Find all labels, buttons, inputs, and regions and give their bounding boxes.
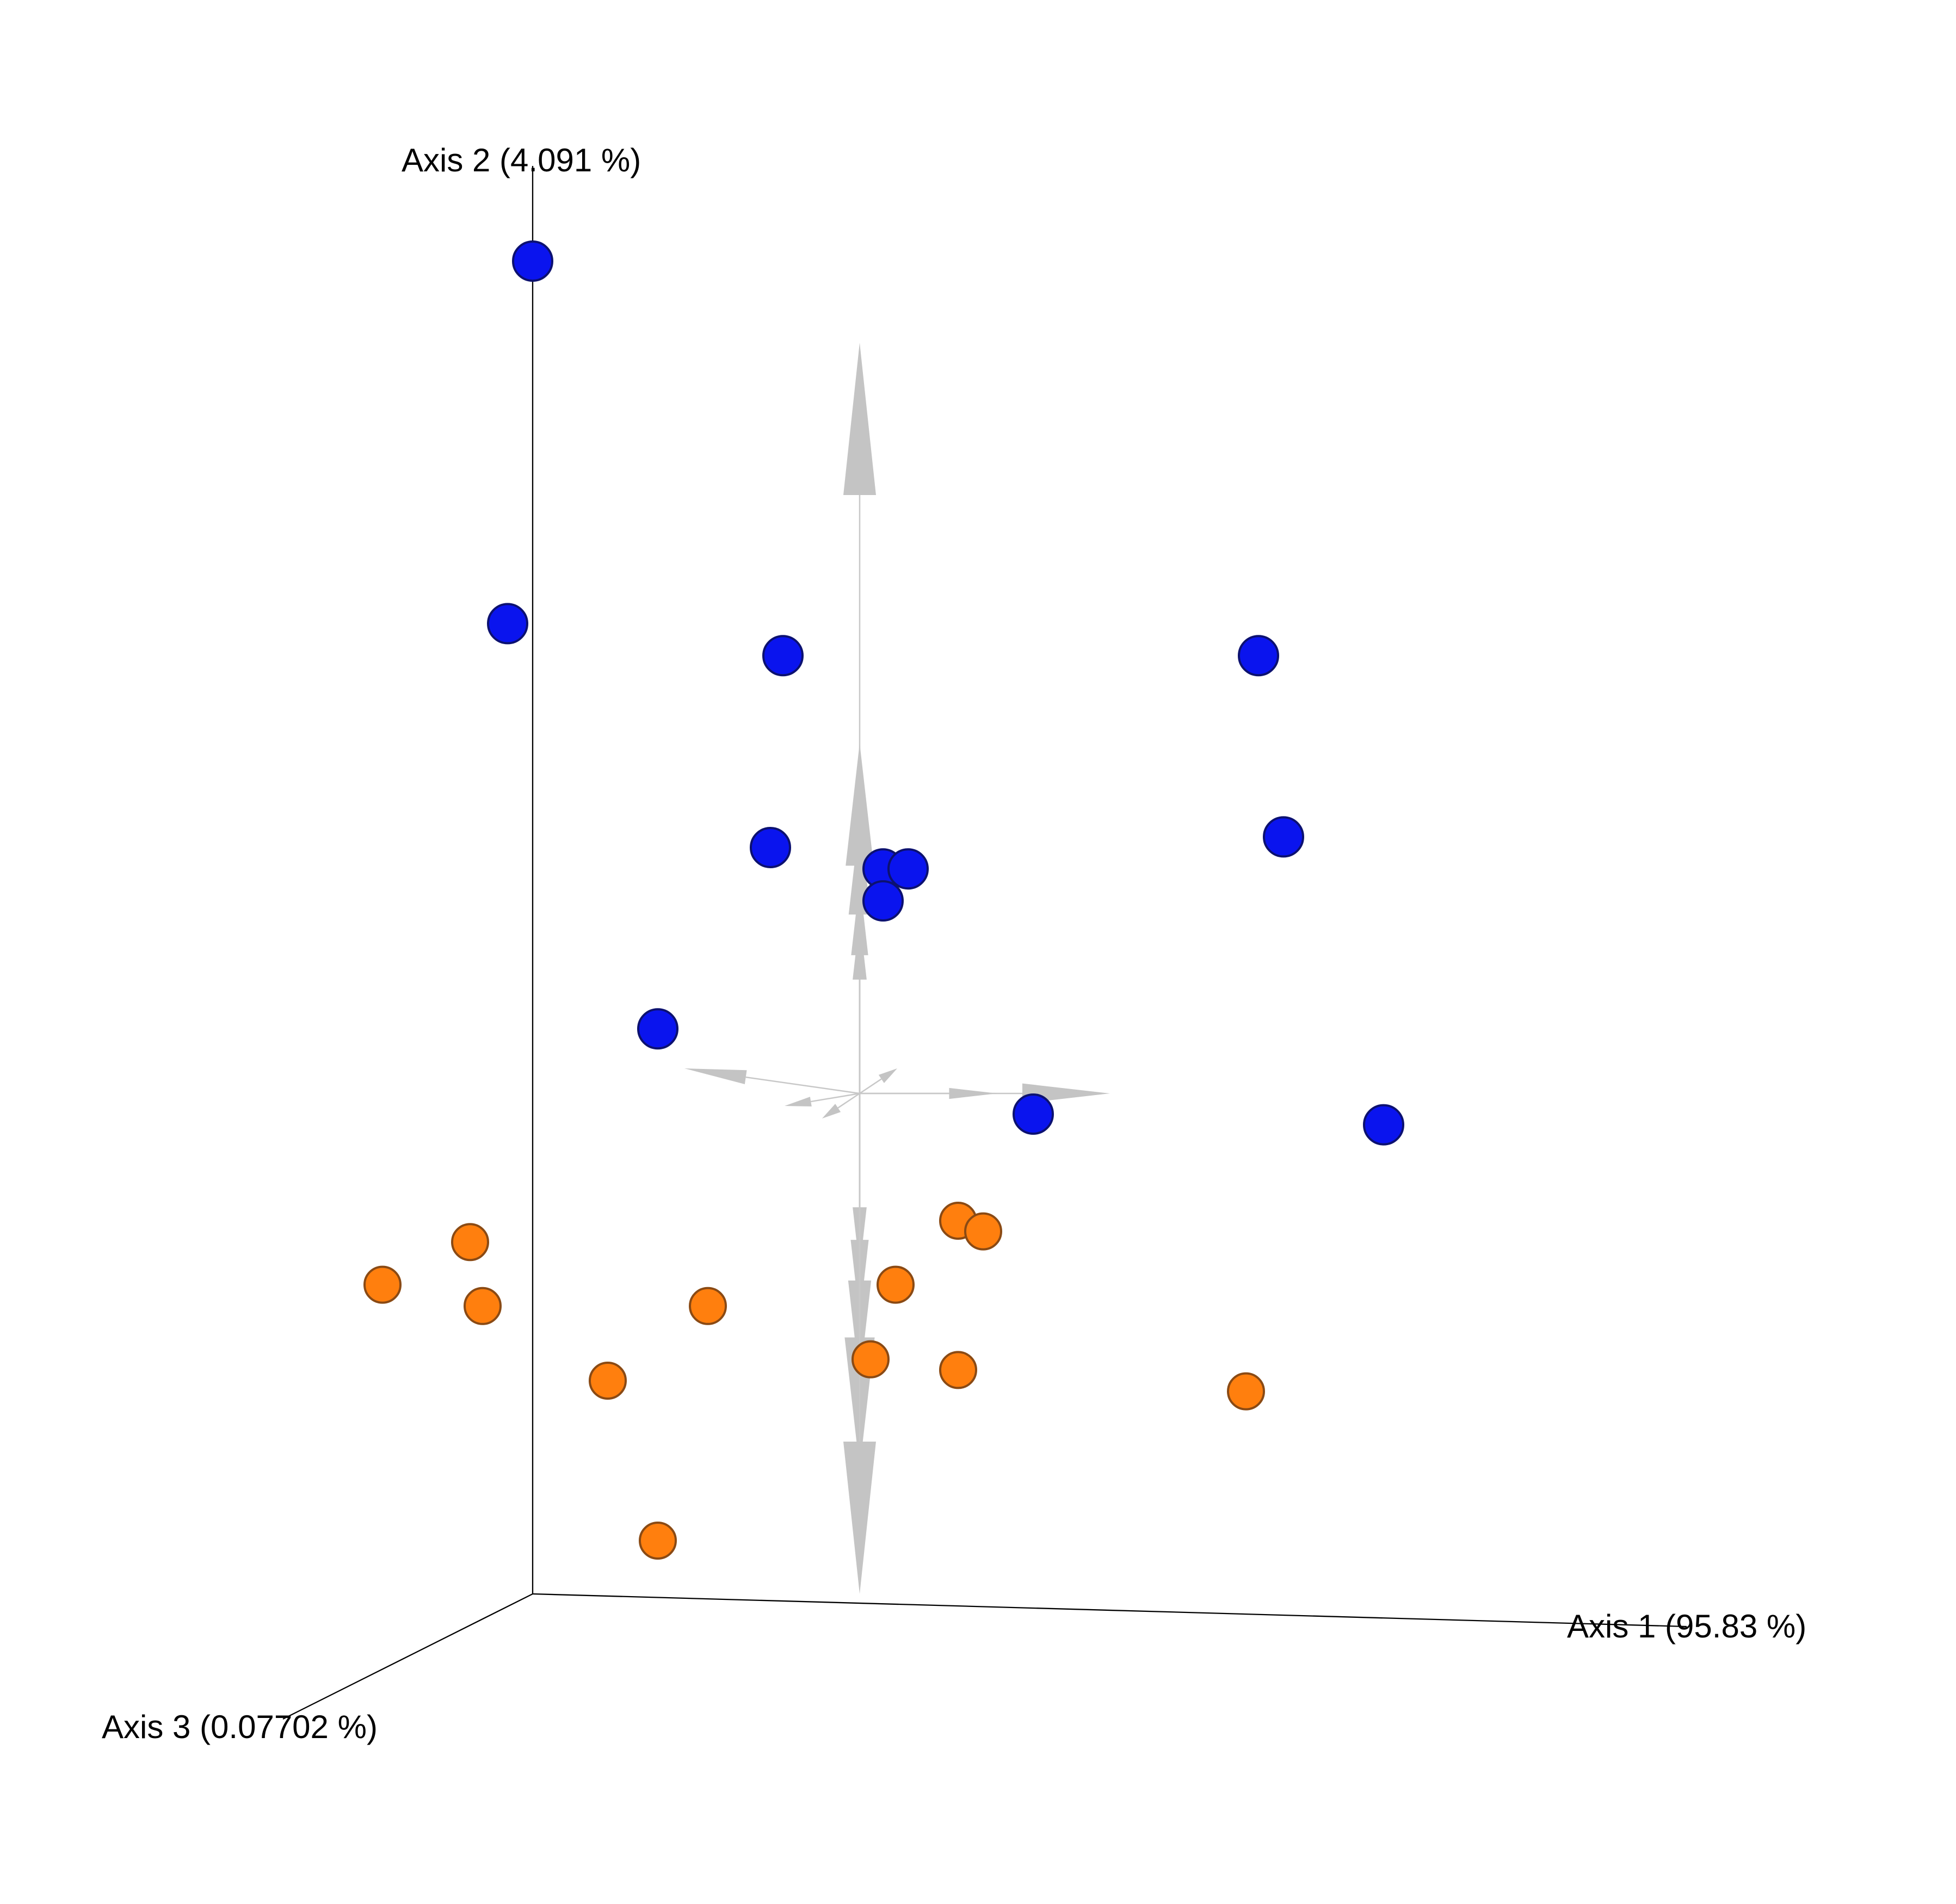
biplot-arrow-head (684, 1068, 747, 1084)
biplot-arrow-shaft (837, 1092, 860, 1109)
biplot-arrow-head (822, 1104, 841, 1118)
axes (282, 166, 1687, 1720)
orange-sample-point[interactable] (464, 1287, 502, 1325)
axis-2-label: Axis 2 (4.091 %) (402, 142, 641, 178)
biplot-arrow-head (843, 343, 876, 495)
blue-sample-point[interactable] (887, 848, 929, 890)
orange-sample-point[interactable] (939, 1351, 977, 1389)
orange-sample-point[interactable] (451, 1223, 489, 1262)
orange-sample-point[interactable] (877, 1265, 915, 1304)
orange-sample-point[interactable] (851, 1340, 890, 1378)
biplot-arrow-head (785, 1097, 812, 1106)
orange-sample-point[interactable] (363, 1265, 402, 1304)
axis-3-label: Axis 3 (0.07702 %) (102, 1709, 378, 1745)
blue-sample-point[interactable] (1013, 1093, 1054, 1135)
biplot-arrow-head (846, 743, 874, 866)
biplot-arrow-head (878, 1068, 897, 1083)
orange-sample-point[interactable] (689, 1287, 727, 1325)
biplot-arrow-head (853, 918, 867, 980)
axis-1-line (532, 1593, 1687, 1628)
biplot-arrow-shaft (859, 1078, 882, 1095)
blue-sample-point[interactable] (512, 240, 553, 282)
blue-sample-point[interactable] (750, 827, 791, 868)
blue-sample-point[interactable] (487, 603, 528, 645)
blue-sample-point[interactable] (1238, 635, 1279, 677)
orange-sample-point[interactable] (964, 1212, 1002, 1251)
biplot-arrow-head (851, 881, 868, 955)
biplot-arrow-head (949, 1087, 997, 1099)
axis-3-line (282, 1593, 533, 1720)
blue-sample-point[interactable] (862, 880, 904, 922)
axis-1-label: Axis 1 (95.83 %) (1567, 1608, 1806, 1645)
orange-sample-point[interactable] (1227, 1372, 1265, 1411)
blue-sample-point[interactable] (762, 635, 804, 677)
biplot-arrow-head (843, 1442, 876, 1594)
sample-points (363, 240, 1404, 1560)
orange-sample-point[interactable] (639, 1522, 677, 1560)
blue-sample-point[interactable] (1263, 816, 1304, 858)
biplot-arrow-shaft (745, 1076, 860, 1095)
biplot-arrow-shaft (811, 1092, 860, 1103)
blue-sample-point[interactable] (1363, 1104, 1404, 1146)
biplot-arrow-head (848, 818, 871, 915)
blue-sample-point[interactable] (637, 1008, 678, 1050)
axis-labels: Axis 2 (4.091 %) Axis 1 (95.83 %) Axis 3… (102, 142, 1806, 1745)
orange-sample-point[interactable] (589, 1362, 627, 1400)
biplot-arrows (684, 343, 1110, 1594)
